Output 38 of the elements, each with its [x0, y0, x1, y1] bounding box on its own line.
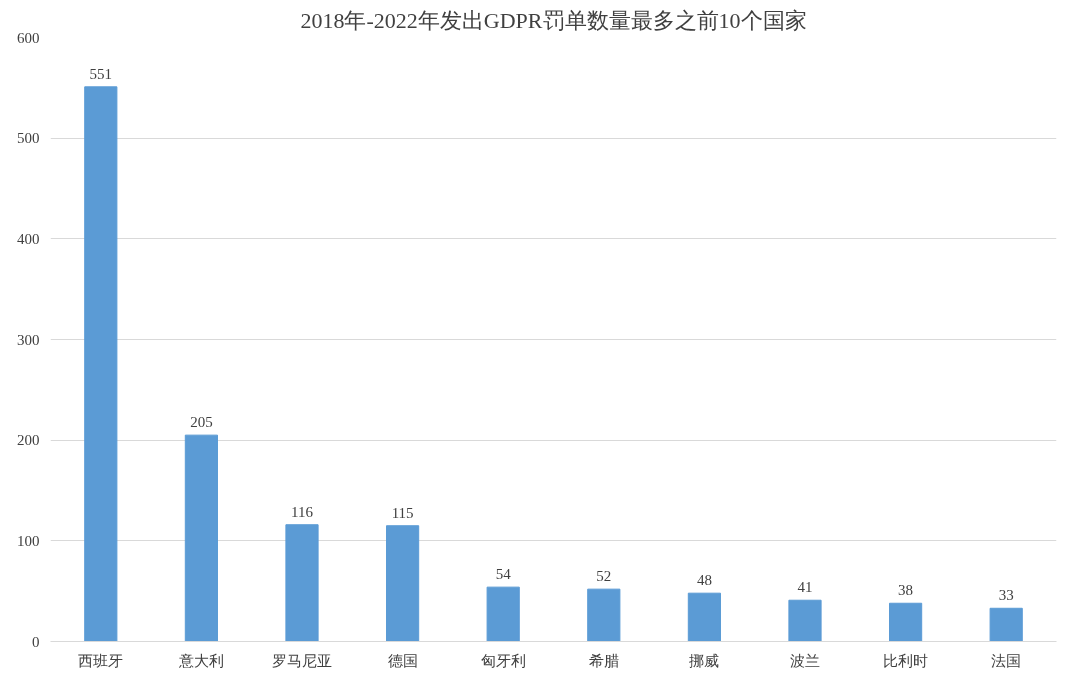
data-label: 41 — [797, 579, 813, 596]
bar — [587, 588, 621, 642]
bar — [989, 607, 1023, 642]
x-tick-label: 法国 — [991, 652, 1022, 669]
y-tick-label: 200 — [17, 432, 40, 449]
x-tick-label: 波兰 — [790, 652, 820, 669]
y-tick-label: 500 — [17, 130, 40, 147]
bar — [788, 599, 822, 642]
data-label: 551 — [89, 65, 113, 82]
bar — [386, 525, 420, 642]
x-tick-label: 意大利 — [177, 652, 224, 669]
data-label: 33 — [998, 587, 1014, 604]
bar — [285, 524, 319, 642]
y-tick-label: 300 — [17, 331, 40, 348]
data-label: 38 — [898, 582, 914, 599]
bar — [84, 86, 118, 642]
x-tick-label: 匈牙利 — [480, 652, 526, 669]
x-tick-label: 比利时 — [883, 652, 929, 669]
x-tick-label: 西班牙 — [78, 652, 124, 669]
bar — [486, 586, 520, 642]
bar — [184, 434, 218, 642]
data-label: 54 — [495, 566, 512, 583]
bar — [687, 592, 721, 642]
x-tick-label: 挪威 — [689, 652, 720, 669]
x-tick-label: 德国 — [387, 652, 418, 669]
y-tick-label: 0 — [32, 633, 40, 650]
y-tick-label: 100 — [17, 532, 40, 549]
data-label: 48 — [696, 572, 712, 589]
data-label: 205 — [190, 414, 213, 431]
chart-title: 2018年-2022年发出GDPR罚单数量最多之前10个国家 — [300, 7, 807, 33]
data-label: 52 — [596, 568, 612, 585]
data-label: 116 — [291, 503, 314, 520]
x-tick-label: 希腊 — [588, 652, 619, 669]
y-tick-label: 600 — [17, 29, 40, 46]
y-tick-label: 400 — [17, 230, 40, 247]
bar — [889, 602, 923, 642]
x-tick-label: 罗马尼亚 — [272, 652, 332, 669]
data-label: 115 — [391, 504, 414, 521]
